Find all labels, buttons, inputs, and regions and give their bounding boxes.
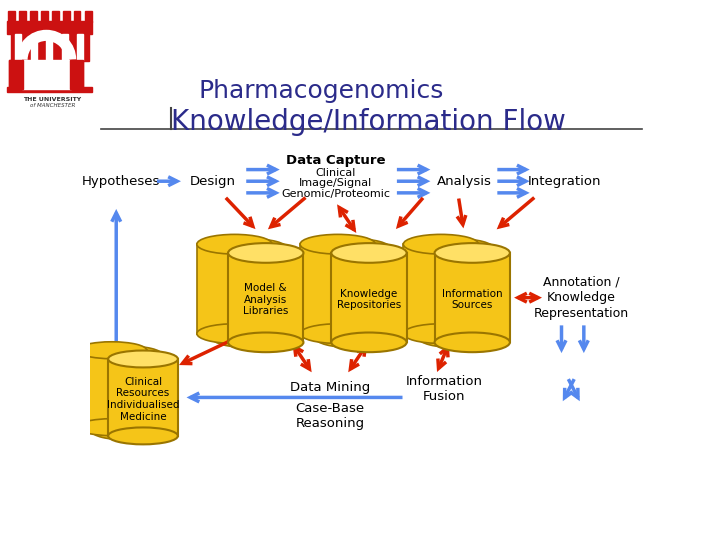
Bar: [41, 11, 48, 22]
Bar: [92, 354, 162, 431]
Ellipse shape: [315, 328, 390, 348]
Text: Data Capture: Data Capture: [286, 154, 385, 167]
Bar: [15, 34, 21, 59]
Text: Model &
Analysis
Libraries: Model & Analysis Libraries: [243, 283, 289, 316]
Bar: [70, 59, 84, 89]
Text: of MANCHESTER: of MANCHESTER: [30, 103, 75, 109]
Text: Hypotheses: Hypotheses: [81, 175, 160, 188]
Bar: [6, 21, 92, 34]
Ellipse shape: [212, 239, 287, 258]
Text: Pharmacogenomics: Pharmacogenomics: [199, 79, 444, 103]
Text: Information
Sources: Information Sources: [442, 289, 503, 310]
Bar: [31, 34, 37, 59]
Ellipse shape: [418, 328, 494, 348]
Ellipse shape: [197, 234, 272, 254]
Bar: [403, 244, 479, 334]
Bar: [12, 33, 89, 60]
Ellipse shape: [403, 234, 479, 254]
Bar: [212, 248, 287, 338]
Ellipse shape: [331, 333, 407, 352]
Ellipse shape: [228, 243, 303, 263]
Text: Analysis: Analysis: [436, 175, 491, 188]
Ellipse shape: [315, 239, 390, 258]
Text: Integration: Integration: [528, 175, 601, 188]
Ellipse shape: [108, 350, 178, 367]
Ellipse shape: [403, 324, 479, 343]
Text: Knowledge
Repositories: Knowledge Repositories: [337, 289, 401, 310]
Bar: [63, 11, 70, 22]
Text: Information
Fusion: Information Fusion: [406, 375, 483, 403]
Text: Case-Base
Reasoning: Case-Base Reasoning: [295, 402, 364, 430]
Bar: [435, 253, 510, 342]
Bar: [22, 59, 71, 89]
Text: Knowledge/Information Flow: Knowledge/Information Flow: [171, 109, 566, 137]
Ellipse shape: [331, 243, 407, 263]
Text: Design: Design: [190, 175, 235, 188]
Ellipse shape: [435, 243, 510, 263]
Bar: [30, 11, 37, 22]
Ellipse shape: [77, 342, 147, 359]
Ellipse shape: [92, 423, 162, 440]
Bar: [9, 59, 23, 89]
Ellipse shape: [197, 324, 272, 343]
Bar: [197, 244, 272, 334]
Ellipse shape: [300, 324, 375, 343]
Ellipse shape: [212, 328, 287, 348]
Text: THE UNIVERSITY: THE UNIVERSITY: [23, 97, 81, 102]
Bar: [9, 11, 15, 22]
Bar: [9, 59, 84, 89]
Bar: [228, 253, 303, 342]
Ellipse shape: [435, 333, 510, 352]
Bar: [77, 350, 147, 427]
Bar: [85, 11, 91, 22]
Ellipse shape: [418, 239, 494, 258]
Text: Annotation /
Knowledge
Representation: Annotation / Knowledge Representation: [534, 275, 629, 320]
Ellipse shape: [228, 333, 303, 352]
Bar: [331, 253, 407, 342]
Text: Image/Signal: Image/Signal: [299, 178, 372, 188]
Bar: [19, 11, 26, 22]
Ellipse shape: [92, 346, 162, 363]
Bar: [53, 11, 59, 22]
Bar: [46, 34, 53, 59]
Bar: [300, 244, 375, 334]
Ellipse shape: [300, 234, 375, 254]
Bar: [418, 248, 494, 338]
Bar: [73, 11, 81, 22]
Bar: [108, 359, 178, 436]
Bar: [78, 34, 84, 59]
Text: Clinical: Clinical: [315, 168, 356, 178]
Text: Genomic/Proteomic: Genomic/Proteomic: [281, 188, 390, 199]
Bar: [315, 248, 390, 338]
Ellipse shape: [108, 428, 178, 444]
Bar: [6, 87, 92, 92]
Bar: [62, 34, 68, 59]
Text: Clinical
Resources
Individualised
Medicine: Clinical Resources Individualised Medici…: [107, 377, 179, 422]
Text: Data Mining: Data Mining: [290, 381, 370, 394]
Ellipse shape: [77, 418, 147, 436]
